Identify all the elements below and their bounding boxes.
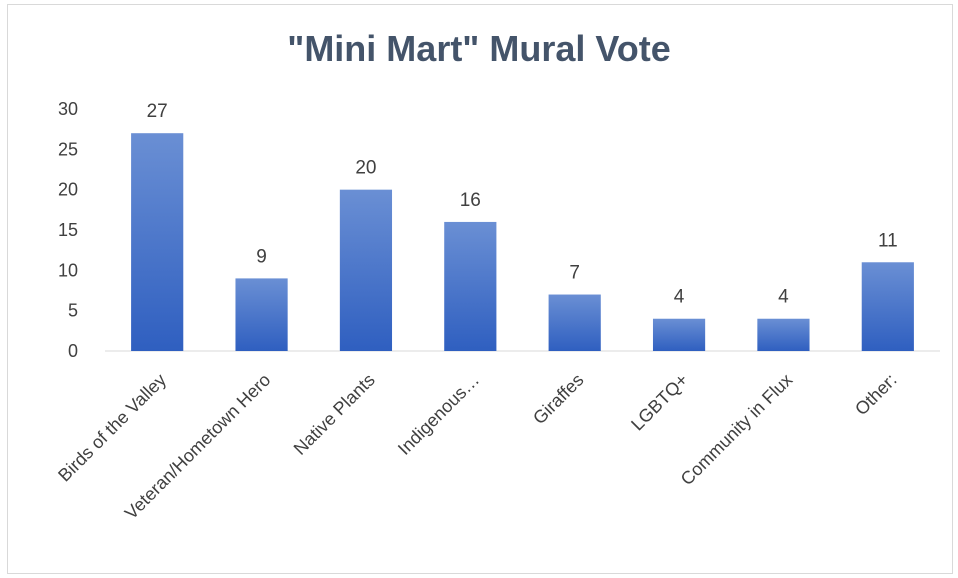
category-label: LGBTQ+ xyxy=(627,370,692,435)
bar xyxy=(339,189,393,351)
y-tick-label: 10 xyxy=(58,260,78,280)
bar xyxy=(861,262,914,351)
bar xyxy=(652,318,706,351)
bar xyxy=(548,294,601,351)
bar xyxy=(235,278,288,351)
category-label: Indigenous… xyxy=(394,370,483,459)
data-label: 4 xyxy=(778,287,789,308)
data-label: 4 xyxy=(674,287,685,308)
y-tick-label: 30 xyxy=(58,99,78,119)
data-label: 16 xyxy=(460,190,481,211)
y-tick-label: 15 xyxy=(58,220,78,240)
y-tick-label: 0 xyxy=(68,341,78,361)
y-tick-label: 25 xyxy=(58,139,78,159)
y-tick-label: 20 xyxy=(58,180,78,200)
data-label: 27 xyxy=(147,101,168,122)
category-label: Native Plants xyxy=(290,370,379,459)
y-tick-label: 5 xyxy=(68,301,78,321)
category-label: Other: xyxy=(851,370,901,420)
bar xyxy=(131,133,184,351)
category-label: Birds of the Valley xyxy=(54,370,170,486)
data-label: 9 xyxy=(256,246,267,267)
bar xyxy=(444,221,497,351)
category-label: Giraffes xyxy=(529,370,587,428)
data-label: 20 xyxy=(355,158,376,179)
data-label: 7 xyxy=(569,263,580,284)
category-label: Community in Flux xyxy=(677,370,797,490)
data-label: 11 xyxy=(878,230,898,251)
chart-title: "Mini Mart" Mural Vote xyxy=(287,28,671,69)
bar xyxy=(757,318,810,351)
